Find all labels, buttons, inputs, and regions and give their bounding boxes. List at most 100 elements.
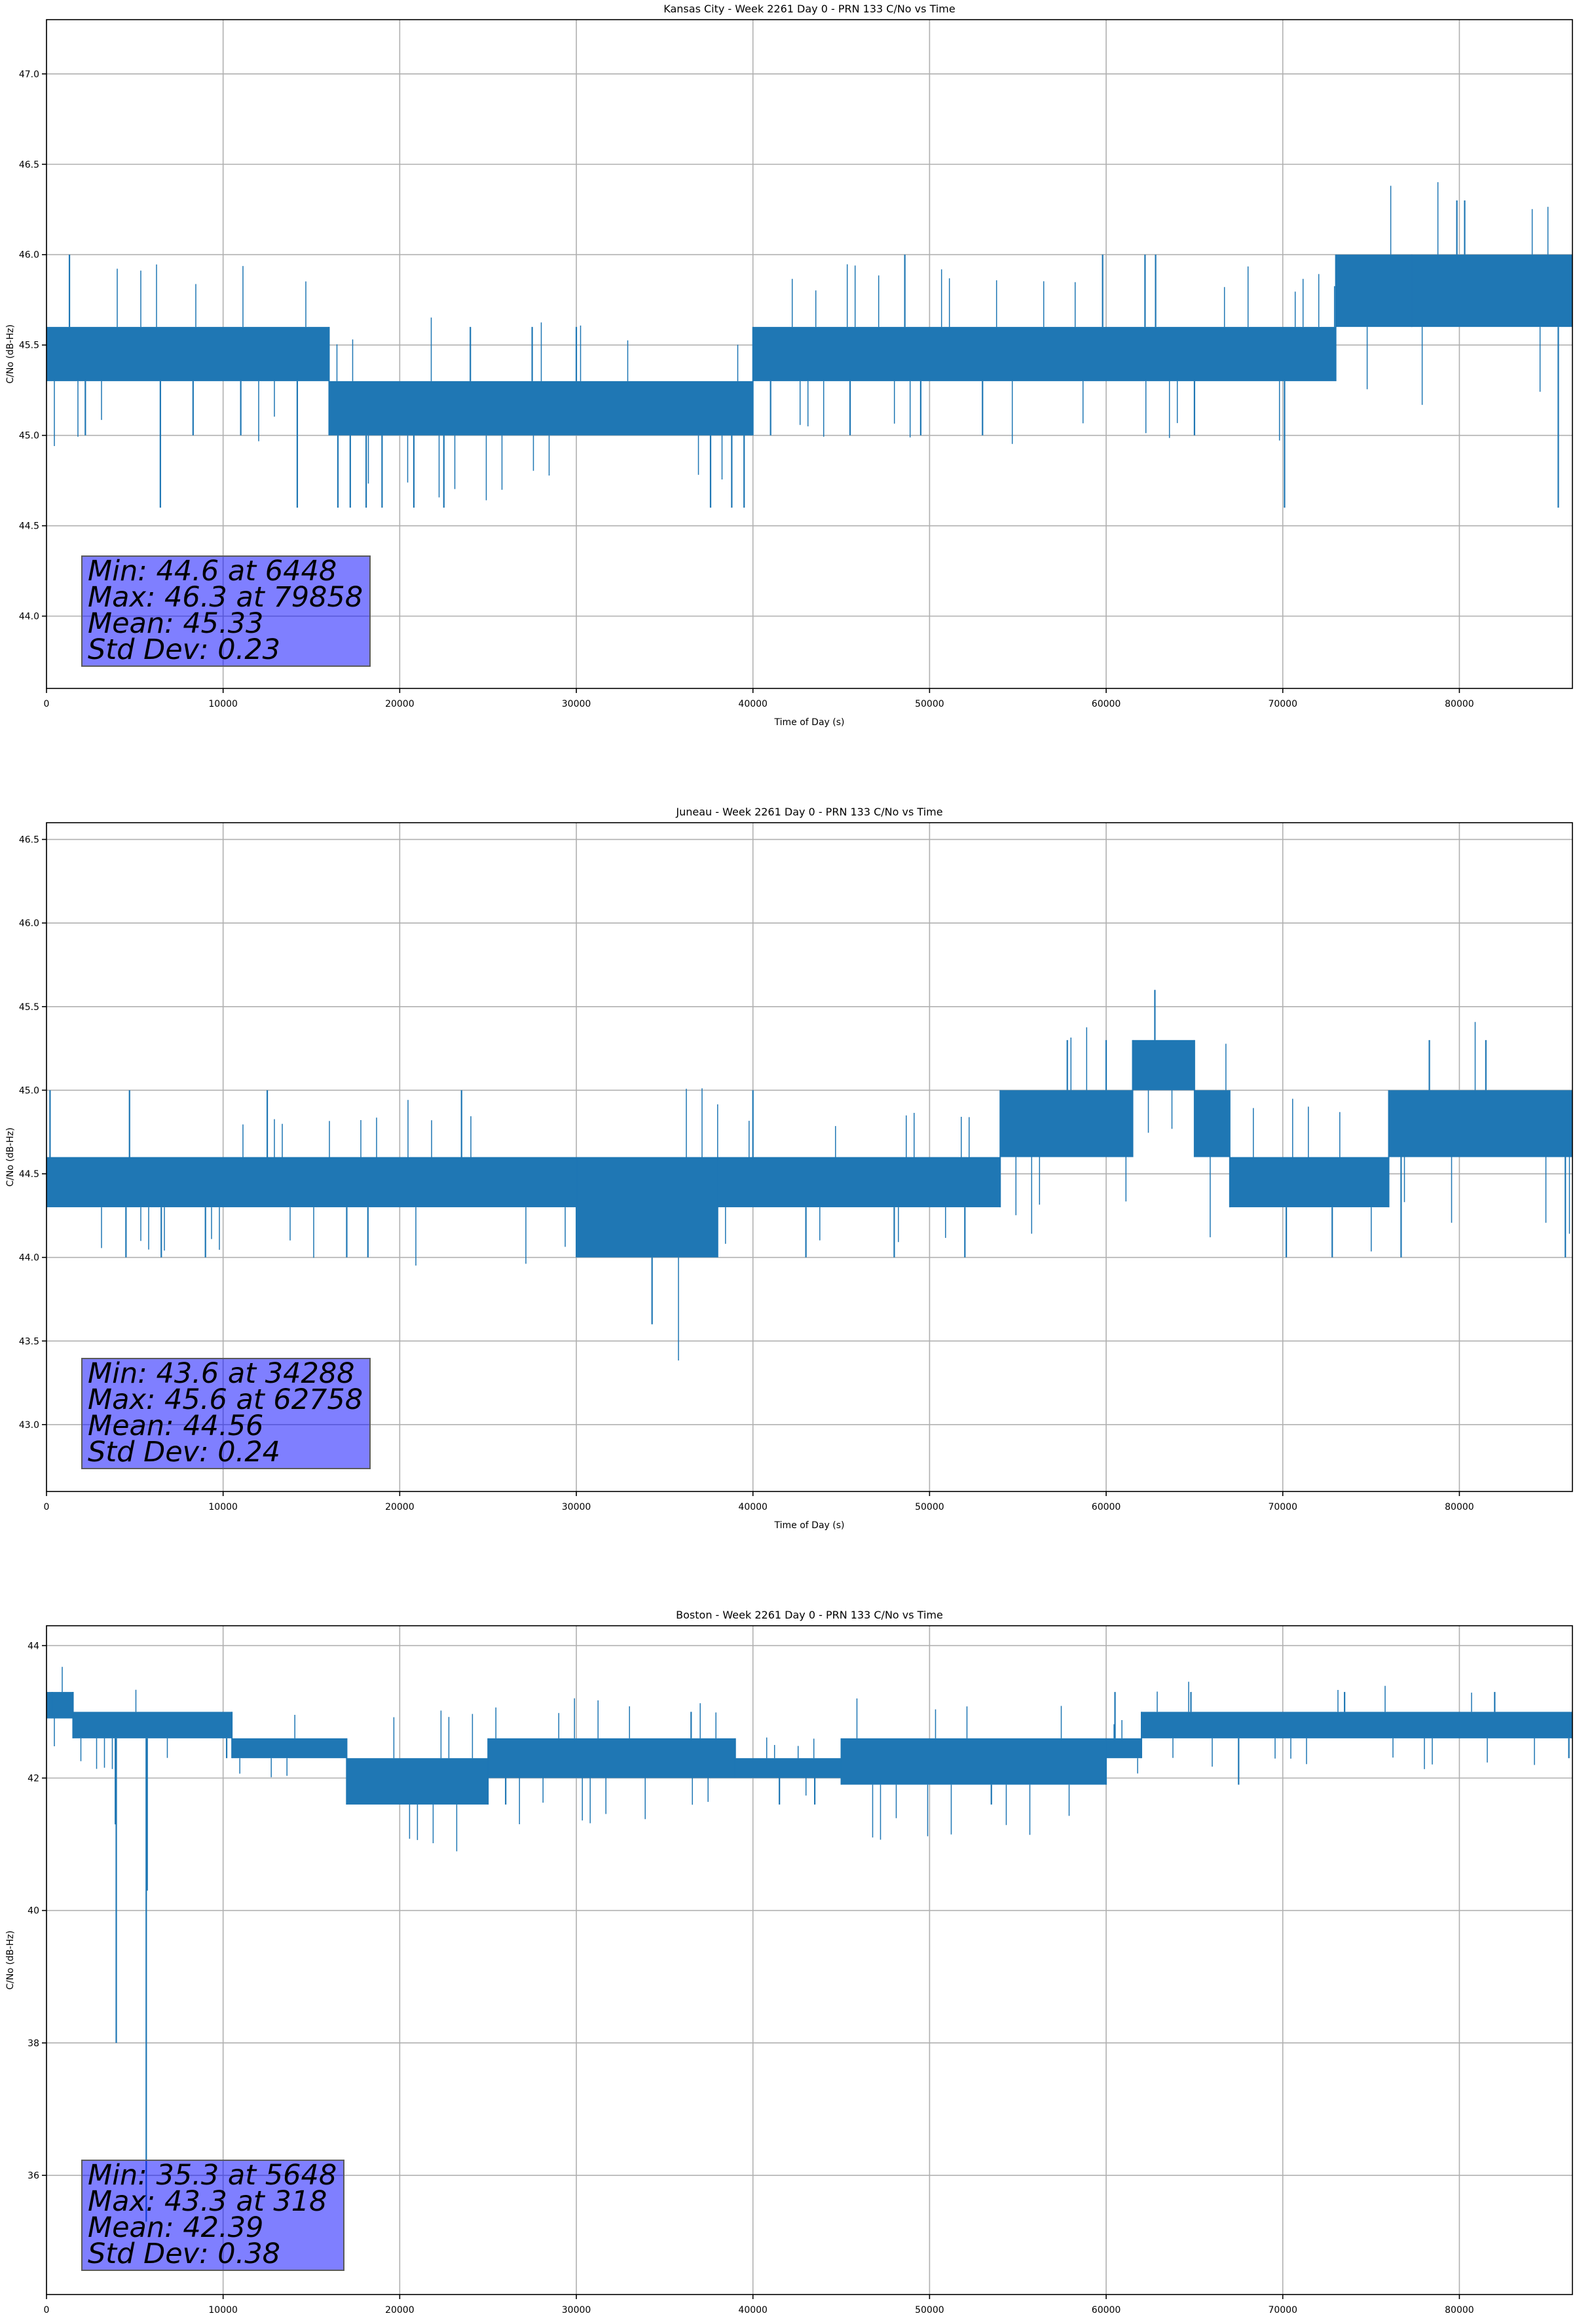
x-tick-label: 70000 xyxy=(1268,1502,1297,1512)
y-tick-label: 47.0 xyxy=(19,69,39,80)
series-band xyxy=(735,1758,842,1778)
series-trace xyxy=(1147,1090,1173,1133)
x-tick-label: 30000 xyxy=(562,1502,591,1512)
x-axis-label: Time of Day (s) xyxy=(774,1520,845,1531)
x-tick-label: 50000 xyxy=(915,2305,944,2315)
x-tick-label: 10000 xyxy=(208,2305,238,2315)
x-tick-label: 70000 xyxy=(1268,2305,1297,2315)
series-band xyxy=(346,1758,489,1805)
x-tick-label: 60000 xyxy=(1092,699,1121,709)
series-trace xyxy=(1366,182,1549,405)
series-band xyxy=(752,327,1336,381)
series-trace xyxy=(393,1710,473,1852)
y-tick-label: 44.5 xyxy=(19,521,39,532)
x-tick-label: 60000 xyxy=(1092,1502,1121,1512)
series-band xyxy=(841,1738,1107,1785)
stat-mean: Mean: 45.33 xyxy=(88,607,264,640)
plot-frame xyxy=(46,19,1573,689)
series-band xyxy=(1132,1040,1195,1091)
series-band xyxy=(73,1712,232,1738)
series-trace xyxy=(717,1104,970,1244)
series-band xyxy=(1229,1157,1389,1208)
x-tick-label: 50000 xyxy=(915,699,944,709)
series-trace xyxy=(791,264,1335,444)
series-band xyxy=(1194,1090,1230,1157)
x-tick-label: 0 xyxy=(44,699,50,709)
series-band xyxy=(1141,1712,1572,1738)
series-band xyxy=(1106,1738,1141,1759)
y-tick-label: 36 xyxy=(28,2171,39,2181)
x-tick-label: 50000 xyxy=(915,1502,944,1512)
plot-frame xyxy=(46,822,1573,1492)
series-trace xyxy=(1113,1720,1138,1774)
series-trace xyxy=(54,1666,63,1746)
series-band xyxy=(576,1157,718,1258)
x-tick-label: 40000 xyxy=(738,1502,768,1512)
series-band xyxy=(46,327,329,381)
x-axis-label: Time of Day (s) xyxy=(774,717,845,728)
series-trace xyxy=(495,1698,716,1824)
stat-mean: Mean: 42.39 xyxy=(88,2211,264,2244)
y-axis-label: C/No (dB-Hz) xyxy=(5,324,16,383)
y-tick-label: 44 xyxy=(28,1641,39,1651)
stats-box-boston: Min: 35.3 at 5648 Max: 43.3 at 318 Mean:… xyxy=(81,2159,345,2271)
y-tick-label: 38 xyxy=(28,2038,39,2049)
y-tick-label: 43.0 xyxy=(19,1420,39,1431)
series-trace xyxy=(1157,1681,1535,1769)
series-band xyxy=(46,1157,577,1208)
y-tick-label: 42 xyxy=(28,1774,39,1784)
stat-std: Std Dev: 0.38 xyxy=(88,2238,281,2270)
series-trace xyxy=(336,317,739,500)
y-tick-label: 45.5 xyxy=(19,1002,39,1013)
chart-title: Kansas City - Week 2261 Day 0 - PRN 133 … xyxy=(663,3,955,15)
stat-std: Std Dev: 0.24 xyxy=(88,1436,281,1469)
y-tick-label: 46.5 xyxy=(19,835,39,846)
x-tick-label: 0 xyxy=(44,2305,50,2315)
series-trace xyxy=(80,1689,168,1769)
stats-box-juneau: Min: 43.6 at 34288 Max: 45.6 at 62758 Me… xyxy=(81,1358,371,1469)
stat-min: Min: 43.6 at 34288 xyxy=(88,1357,355,1390)
x-tick-label: 10000 xyxy=(208,699,238,709)
chart-title: Juneau - Week 2261 Day 0 - PRN 133 C/No … xyxy=(675,806,942,818)
x-tick-label: 80000 xyxy=(1445,2305,1474,2315)
x-tick-label: 70000 xyxy=(1268,699,1297,709)
stat-min: Min: 44.6 at 6448 xyxy=(88,555,337,588)
stat-max: Max: 45.6 at 62758 xyxy=(88,1383,363,1416)
y-axis-label: C/No (dB-Hz) xyxy=(5,1127,16,1186)
chart-title: Boston - Week 2261 Day 0 - PRN 133 C/No … xyxy=(676,1609,943,1621)
y-tick-label: 45.0 xyxy=(19,1085,39,1096)
x-tick-label: 20000 xyxy=(385,1502,415,1512)
y-tick-label: 45.0 xyxy=(19,431,39,441)
y-tick-label: 44.5 xyxy=(19,1169,39,1180)
series-trace xyxy=(856,1698,1070,1840)
x-tick-label: 60000 xyxy=(1092,2305,1121,2315)
plot-frame xyxy=(46,1625,1573,2295)
y-tick-label: 43.5 xyxy=(19,1336,39,1347)
stat-max: Max: 46.3 at 79858 xyxy=(88,581,363,614)
x-tick-label: 40000 xyxy=(738,2305,768,2315)
x-tick-label: 20000 xyxy=(385,2305,415,2315)
series-trace xyxy=(1210,1043,1227,1237)
series-band xyxy=(1388,1090,1572,1157)
y-tick-label: 46.0 xyxy=(19,250,39,261)
x-tick-label: 80000 xyxy=(1445,1502,1474,1512)
series-trace xyxy=(1015,1027,1127,1234)
x-tick-label: 0 xyxy=(44,1502,50,1512)
y-tick-label: 46.0 xyxy=(19,918,39,929)
series-band xyxy=(717,1157,1001,1208)
y-tick-label: 46.5 xyxy=(19,160,39,170)
x-tick-label: 30000 xyxy=(562,2305,591,2315)
series-band xyxy=(46,1692,73,1719)
x-tick-label: 10000 xyxy=(208,1502,238,1512)
x-tick-label: 40000 xyxy=(738,699,768,709)
y-tick-label: 44.0 xyxy=(19,612,39,622)
stat-min: Min: 35.3 at 5648 xyxy=(88,2159,337,2192)
stat-std: Std Dev: 0.23 xyxy=(88,633,281,666)
series-trace xyxy=(101,1100,566,1266)
stats-box-kansas-city: Min: 44.6 at 6448 Max: 46.3 at 79858 Mea… xyxy=(81,555,371,667)
y-axis-label: C/No (dB-Hz) xyxy=(5,1930,16,1989)
series-band xyxy=(1000,1090,1133,1157)
y-tick-label: 45.5 xyxy=(19,341,39,351)
series-band xyxy=(1335,254,1572,328)
